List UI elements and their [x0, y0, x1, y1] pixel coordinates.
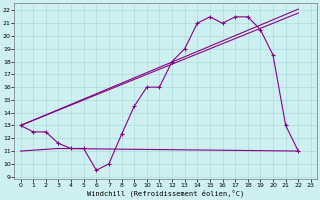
X-axis label: Windchill (Refroidissement éolien,°C): Windchill (Refroidissement éolien,°C): [87, 190, 244, 197]
